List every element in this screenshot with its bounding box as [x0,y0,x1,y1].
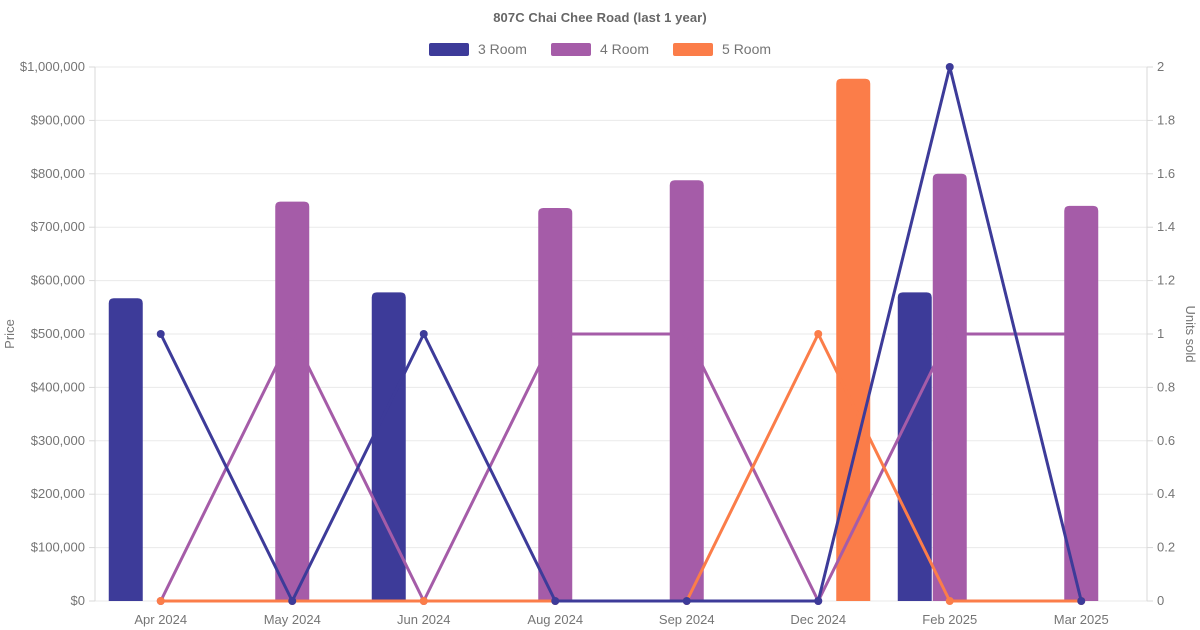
price-tick-label: $100,000 [31,540,85,555]
price-tick-label: $800,000 [31,166,85,181]
price-tick-label: $500,000 [31,326,85,341]
units-tick-label: 1.8 [1157,112,1175,127]
legend-item-3-room[interactable]: 3 Room [428,41,527,57]
bar-4-room-mar-2025[interactable] [1064,205,1099,601]
price-tick-label: $700,000 [31,219,85,234]
units-tick-label: 0.4 [1157,486,1175,501]
price-tick-label: $0 [71,593,85,608]
units-tick-label: 0.2 [1157,540,1175,555]
point-3-room-aug-2024[interactable] [551,597,560,605]
x-tick-label: Dec 2024 [790,612,846,627]
units-tick-label: 1.6 [1157,166,1175,181]
price-tick-label: $200,000 [31,486,85,501]
point-4-room-feb-2025[interactable] [945,330,954,338]
bar-4-room-may-2024[interactable] [275,201,310,601]
bar-4-room-aug-2024[interactable] [538,207,573,601]
legend-swatch-5-room [673,42,714,56]
units-tick-label: 0 [1157,593,1164,608]
bar-3-room-feb-2025[interactable] [897,292,932,601]
point-4-room-may-2024[interactable] [288,330,297,338]
point-3-room-feb-2025[interactable] [945,63,954,71]
x-tick-label: Aug 2024 [527,612,583,627]
point-5-room-dec-2024[interactable] [814,330,823,338]
legend-swatch-3-room [428,42,469,56]
point-5-room-feb-2025[interactable] [945,597,954,605]
legend-swatch-4-room [550,42,591,56]
bar-3-room-jun-2024[interactable] [371,292,406,601]
point-3-room-dec-2024[interactable] [814,597,823,605]
price-tick-label: $300,000 [31,433,85,448]
legend-label-3-room: 3 Room [477,41,527,57]
point-3-room-apr-2024[interactable] [156,330,165,338]
price-tick-label: $600,000 [31,273,85,288]
x-tick-label: Mar 2025 [1054,612,1109,627]
x-tick-label: May 2024 [264,612,321,627]
legend-item-5-room[interactable]: 5 Room [673,41,771,57]
x-tick-label: Sep 2024 [659,612,715,627]
chart-header: 807C Chai Chee Road (last 1 year) 3 Room… [0,0,1200,57]
left-axis-title: Price [2,319,17,349]
line-4-room[interactable] [159,332,1082,603]
legend-item-4-room[interactable]: 4 Room [550,41,650,57]
x-tick-label: Feb 2025 [922,612,977,627]
line-3-room[interactable] [159,65,1083,603]
units-tick-label: 2 [1157,59,1164,74]
price-tick-label: $400,000 [31,379,85,394]
point-3-room-mar-2025[interactable] [1077,597,1086,605]
bar-5-room-dec-2024[interactable] [836,78,871,602]
chart-legend: 3 Room 4 Room 5 Room [0,41,1200,57]
point-5-room-apr-2024[interactable] [156,597,165,605]
units-tick-label: 1.4 [1157,219,1175,234]
bar-4-room-feb-2025[interactable] [932,173,967,602]
chart-title: 807C Chai Chee Road (last 1 year) [493,10,707,25]
x-tick-label: Apr 2024 [134,612,187,627]
price-tick-label: $1,000,000 [20,59,85,74]
legend-label-5-room: 5 Room [722,41,772,57]
point-4-room-mar-2025[interactable] [1077,330,1086,338]
units-tick-label: 0.8 [1157,379,1175,394]
point-4-room-sep-2024[interactable] [682,330,691,338]
legend-label-4-room: 4 Room [599,41,650,57]
bar-3-room-apr-2024[interactable] [108,298,143,601]
point-5-room-jun-2024[interactable] [419,597,428,605]
x-tick-label: Jun 2024 [397,612,451,627]
bar-4-room-sep-2024[interactable] [669,180,704,601]
point-3-room-sep-2024[interactable] [682,597,691,605]
units-tick-label: 1 [1157,326,1164,341]
point-4-room-aug-2024[interactable] [551,330,560,338]
price-tick-label: $900,000 [31,112,85,127]
units-tick-label: 1.2 [1157,273,1175,288]
point-3-room-may-2024[interactable] [288,597,297,605]
units-tick-label: 0.6 [1157,433,1175,448]
point-3-room-jun-2024[interactable] [419,330,428,338]
right-axis-title: Units sold [1183,305,1198,362]
